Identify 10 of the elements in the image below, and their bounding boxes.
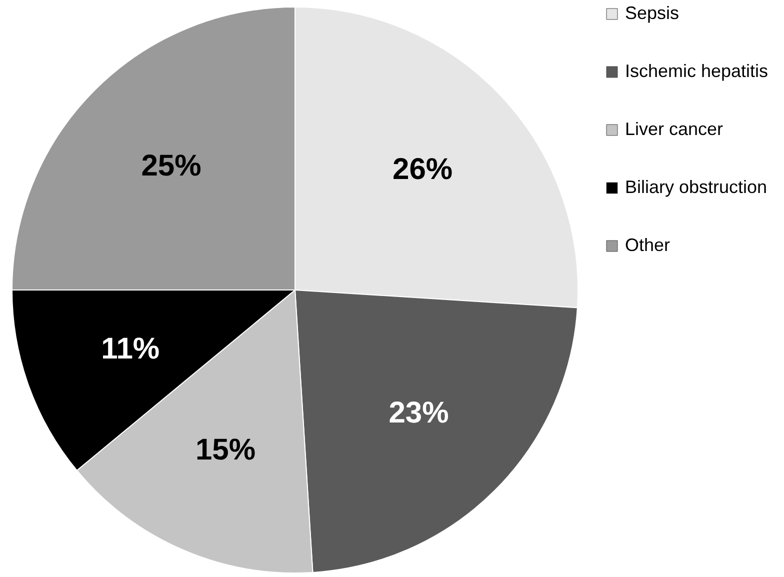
data-label: 26% bbox=[392, 153, 453, 186]
data-label: 11% bbox=[101, 332, 160, 366]
legend-label: Biliary obstruction bbox=[625, 177, 768, 197]
legend-label: Sepsis bbox=[625, 3, 680, 23]
legend-label: Liver cancer bbox=[625, 119, 724, 139]
data-label: 15% bbox=[195, 434, 256, 467]
data-label: 23% bbox=[388, 396, 449, 430]
data-label: 25% bbox=[141, 149, 202, 182]
legend-label: Ischemic hepatitis bbox=[625, 61, 768, 81]
legend-label: Other bbox=[625, 235, 670, 255]
